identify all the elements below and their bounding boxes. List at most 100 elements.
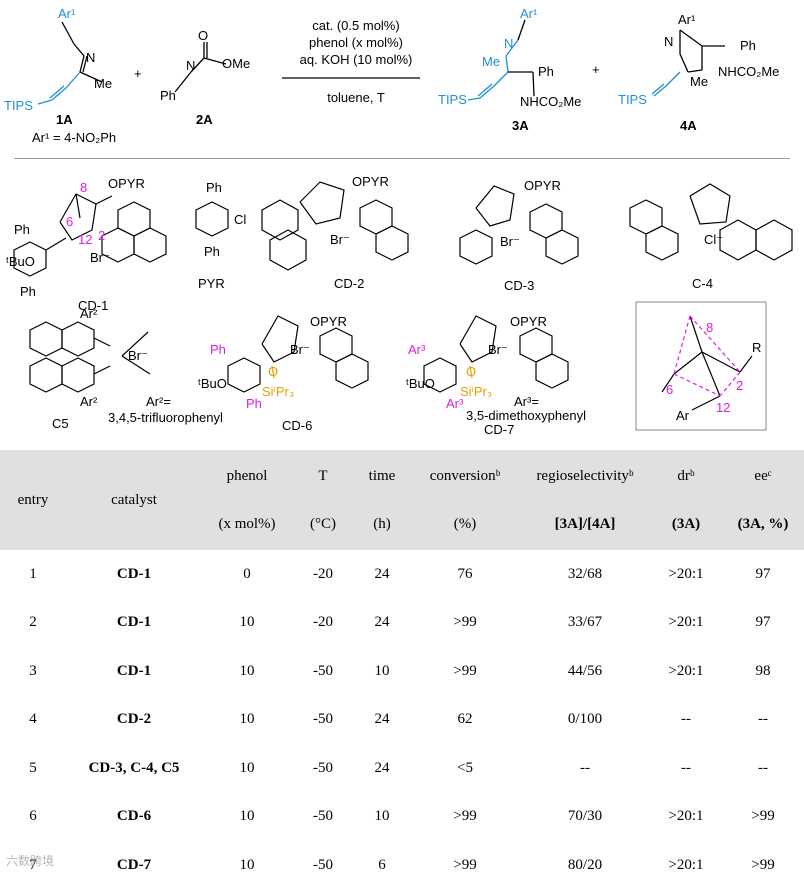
- product4-nh: NHCO₂Me: [718, 64, 779, 79]
- header-ee: eeᶜ (3A, %): [722, 450, 804, 550]
- cd7-ar3-top: Ar³: [408, 342, 426, 357]
- cell-ee: 97: [755, 614, 771, 631]
- cell-ee: --: [758, 711, 768, 728]
- cd7-def: Ar³=: [514, 394, 539, 409]
- product4-n1: N: [664, 34, 673, 49]
- cell-entry: 3: [29, 662, 37, 679]
- model-r: R: [752, 340, 761, 355]
- product4-me: Me: [690, 74, 708, 89]
- condition-solvent: toluene, T: [327, 90, 385, 105]
- cell-catalyst: CD-7: [116, 856, 152, 873]
- model-pos2: 2: [736, 378, 743, 393]
- header-dr: drᵇ (3A): [650, 450, 722, 550]
- cell-dr: >20:1: [668, 856, 704, 873]
- cell-phenol: 0: [243, 565, 251, 582]
- cell-phenol: 10: [239, 662, 255, 679]
- cell-ee: 97: [755, 565, 771, 582]
- table-header-row: entry catalyst phenol (x mol%) T (°C) time…: [0, 450, 804, 550]
- cd6-opyr: OPYR: [310, 314, 347, 329]
- condition-koh: aq. KOH (10 mol%): [299, 52, 413, 67]
- c5-def: Ar²=: [146, 394, 171, 409]
- cell-ee: >99: [751, 856, 775, 873]
- cell-temp: -50: [313, 759, 333, 776]
- table-row: 5 CD-3, C-4, C5 10 -50 24 <5 -- -- --: [0, 744, 804, 793]
- reaction-scheme: Ar¹ N Me TIPS 1A Ar¹ = 4-NO₂Ph + O N OMe…: [4, 6, 779, 145]
- header-temp: T (°C): [292, 450, 354, 550]
- plus-1: +: [134, 66, 142, 81]
- cell-ee: --: [758, 759, 768, 776]
- condition-catalyst: cat. (0.5 mol%): [312, 18, 400, 33]
- header-phenol: phenol (x mol%): [202, 450, 292, 550]
- table-row: 3 CD-1 10 -50 10 >99 44/56 >20:1 98: [0, 647, 804, 696]
- cell-regioselectivity: --: [580, 759, 590, 776]
- cd1-pos8: 8: [80, 180, 87, 195]
- cd7-label: CD-7: [484, 422, 514, 437]
- product4-tips: TIPS: [618, 92, 647, 107]
- header-conversion: conversionᵇ (%): [410, 450, 520, 550]
- cd3-br: Br⁻: [500, 234, 520, 249]
- table-row: 1 CD-1 0 -20 24 76 32/68 >20:1 97: [0, 550, 804, 599]
- product4-label: 4A: [680, 118, 697, 133]
- table-row: 4 CD-2 10 -50 24 62 0/100 -- --: [0, 696, 804, 745]
- table-row: 2 CD-1 10 -20 24 >99 33/67 >20:1 97: [0, 599, 804, 648]
- cell-regioselectivity: 44/56: [567, 662, 603, 679]
- watermark: 六数跨境: [6, 854, 55, 868]
- product3-me: Me: [482, 54, 500, 69]
- cell-dr: >20:1: [668, 808, 704, 825]
- cell-phenol: 10: [239, 711, 255, 728]
- cell-catalyst: CD-1: [116, 662, 152, 679]
- cell-time: 24: [374, 614, 390, 631]
- cell-temp: -50: [313, 711, 333, 728]
- cell-phenol: 10: [239, 808, 255, 825]
- cell-temp: -20: [313, 565, 333, 582]
- product4-ph: Ph: [740, 38, 756, 53]
- c5-br: Br⁻: [128, 348, 148, 363]
- model-pos12: 12: [716, 400, 730, 415]
- cell-conversion: <5: [457, 759, 473, 776]
- cd1-pos6: 6: [66, 214, 73, 229]
- divider-top: [14, 158, 790, 159]
- cell-entry: 6: [29, 808, 37, 825]
- cell-ee: >99: [751, 808, 775, 825]
- cell-catalyst: CD-6: [116, 808, 152, 825]
- pyr-label: PYR: [198, 276, 225, 291]
- cell-conversion: >99: [453, 662, 477, 679]
- cell-catalyst: CD-1: [116, 614, 152, 631]
- cd2-label: CD-2: [334, 276, 364, 291]
- table-row: 6 CD-6 10 -50 10 >99 70/30 >20:1 >99: [0, 793, 804, 842]
- cell-dr: >20:1: [668, 565, 704, 582]
- cell-regioselectivity: 33/67: [567, 614, 603, 631]
- cd6-si: SiⁱPr₃: [262, 384, 294, 399]
- cell-temp: -50: [313, 856, 333, 873]
- cell-temp: -50: [313, 662, 333, 679]
- cd3-label: CD-3: [504, 278, 534, 293]
- cd7-br: Br⁻: [488, 342, 508, 357]
- reactant1-sub: Ar¹ = 4-NO₂Ph: [32, 130, 116, 145]
- cell-dr: --: [681, 711, 691, 728]
- header-time: time (h): [354, 450, 410, 550]
- reactant2-ome: OMe: [222, 56, 250, 71]
- cell-catalyst: CD-2: [116, 711, 152, 728]
- pyr-cl: Cl: [234, 212, 246, 227]
- cell-conversion: 62: [457, 711, 473, 728]
- cell-entry: 5: [29, 759, 37, 776]
- cell-time: 10: [374, 808, 390, 825]
- cd6-tbuo: ᵗBuO: [198, 376, 227, 391]
- product3-tips: TIPS: [438, 92, 467, 107]
- c5-ar2-bot: Ar²: [80, 394, 98, 409]
- model-pos8: 8: [706, 320, 713, 335]
- reactant1-me: Me: [94, 76, 112, 91]
- reactant1-tips: TIPS: [4, 98, 33, 113]
- cd7-defval: 3,5-dimethoxyphenyl: [466, 408, 586, 423]
- cell-conversion: >99: [453, 808, 477, 825]
- cell-time: 10: [374, 662, 390, 679]
- cd1-br: Br⁻: [90, 250, 110, 265]
- cd7-si: SiⁱPr₃: [460, 384, 492, 399]
- pyr-ph1: Ph: [206, 180, 222, 195]
- cell-catalyst: CD-3, C-4, C5: [88, 759, 180, 776]
- cell-conversion: >99: [453, 614, 477, 631]
- cd1-ph1: Ph: [14, 222, 30, 237]
- results-table: entry catalyst phenol (x mol%) T (°C) time…: [0, 450, 804, 890]
- cd7-o: O: [466, 364, 476, 379]
- cell-conversion: 76: [457, 565, 473, 582]
